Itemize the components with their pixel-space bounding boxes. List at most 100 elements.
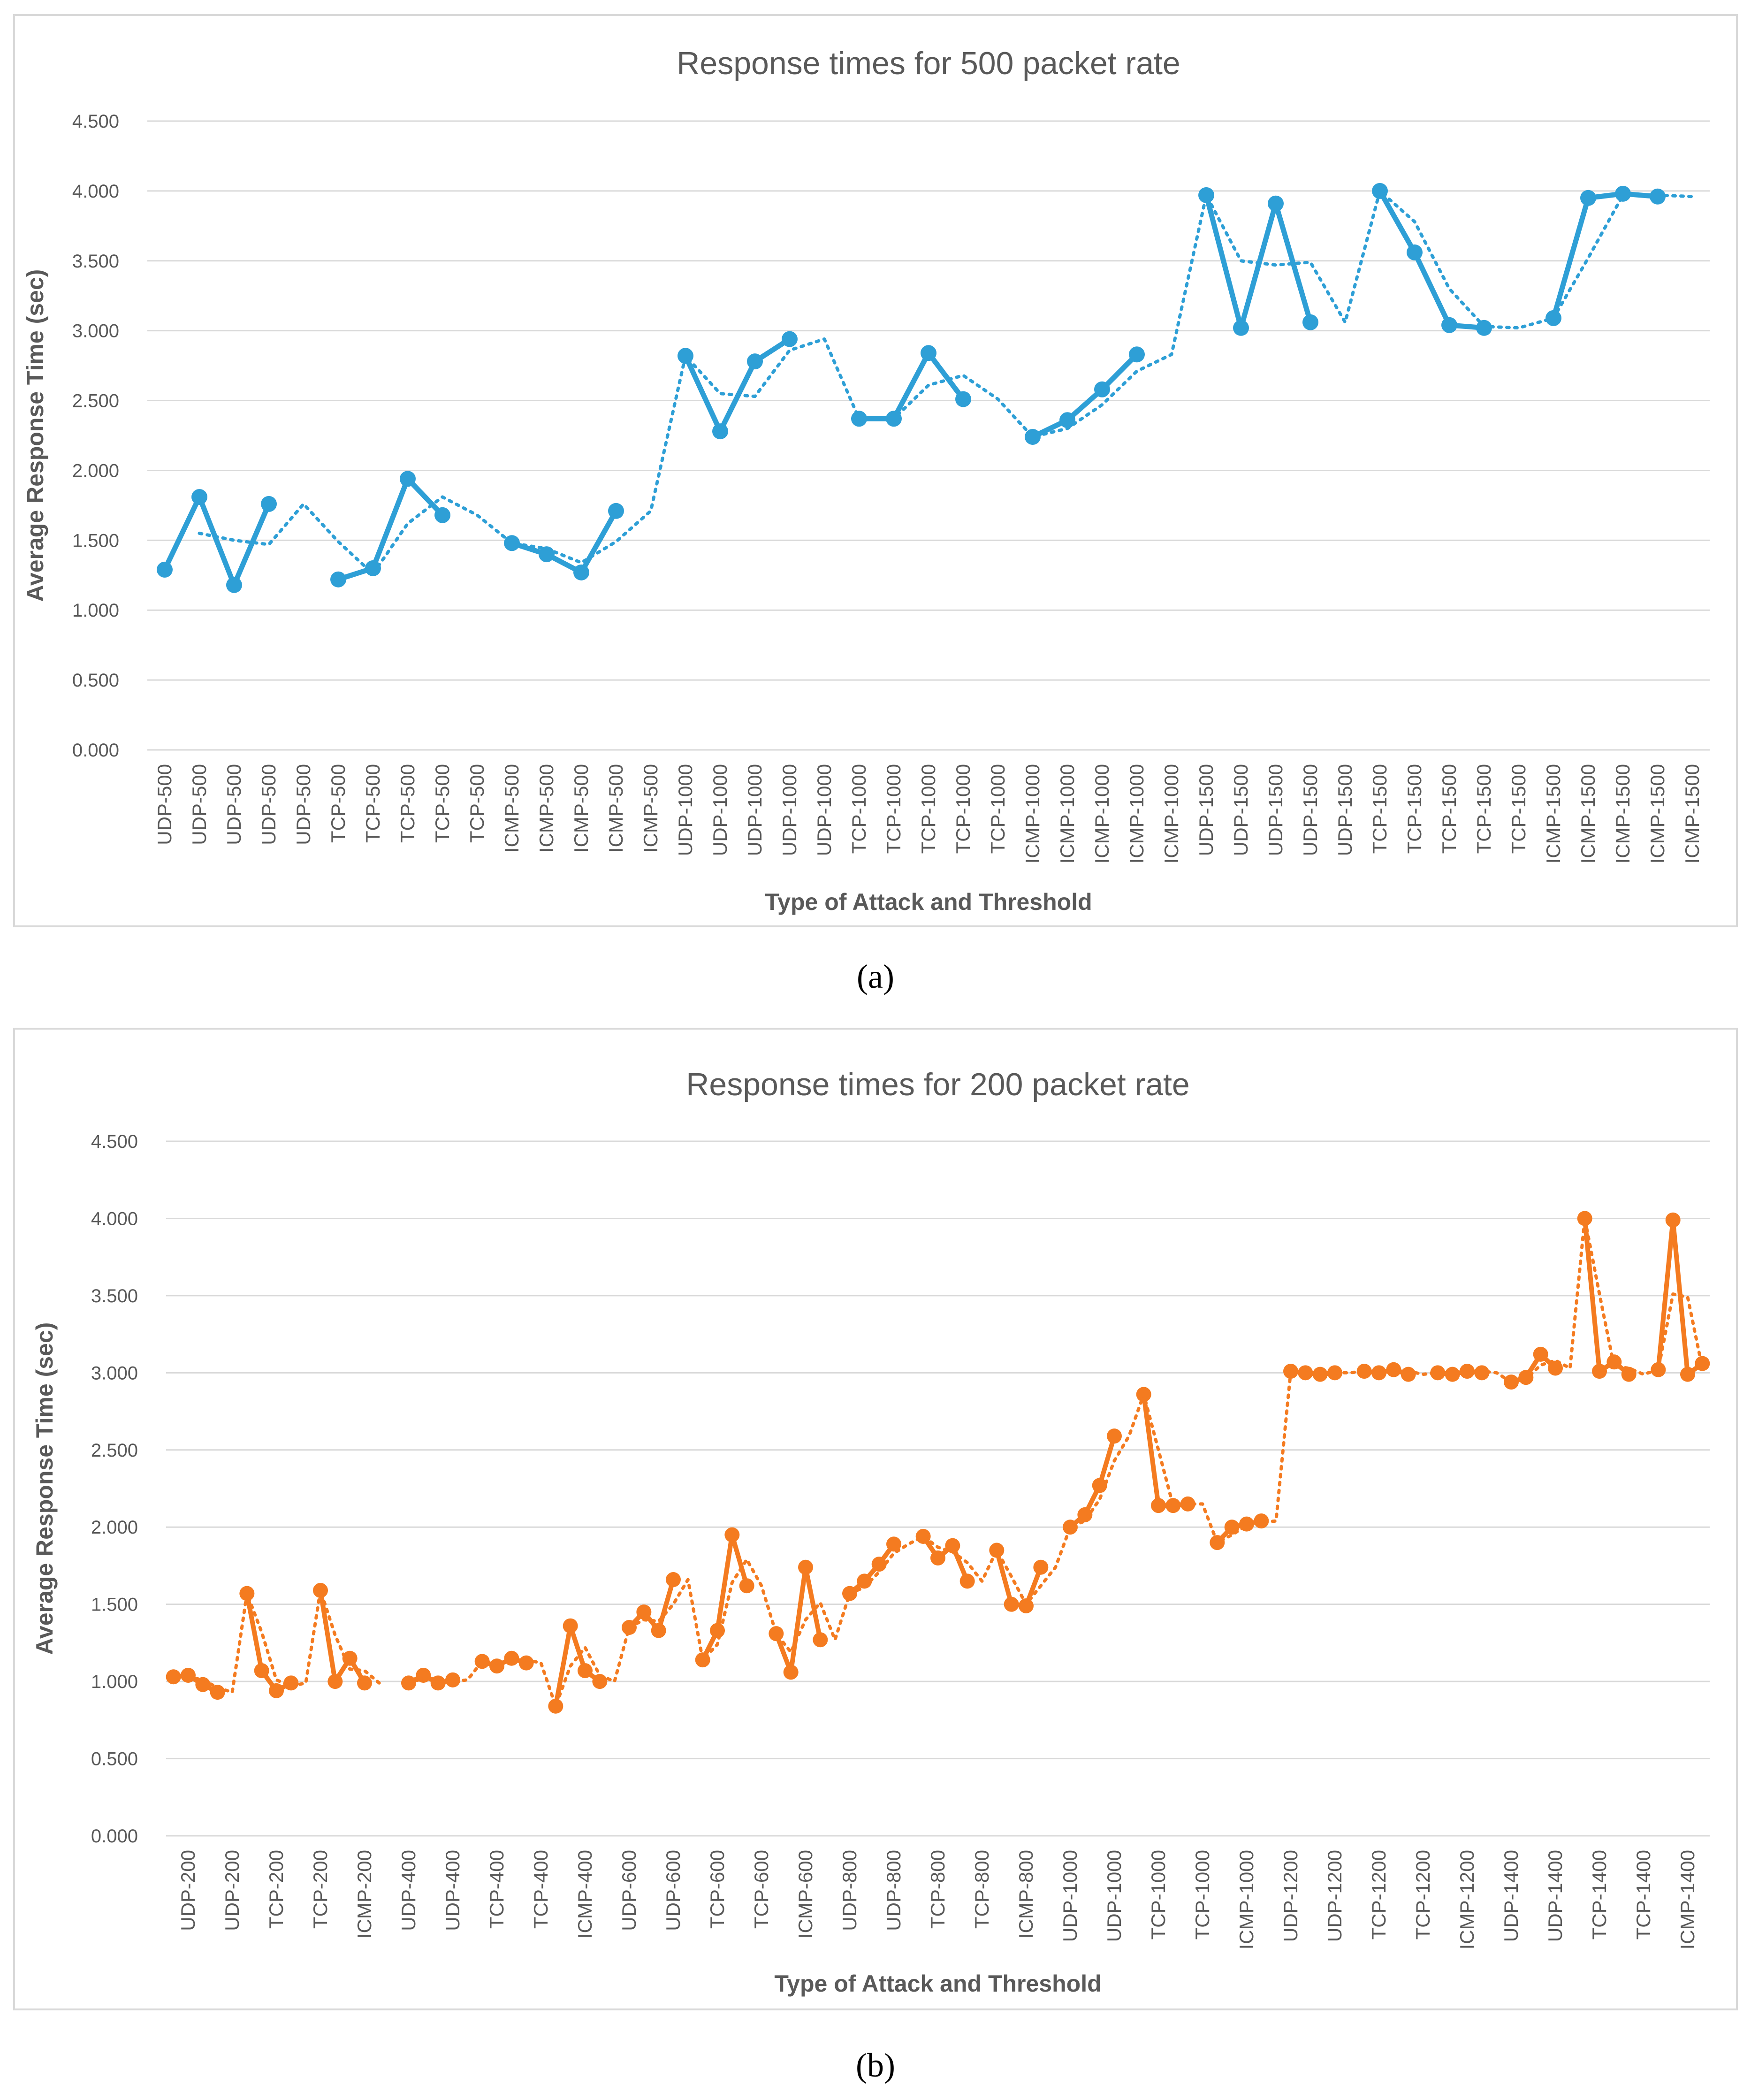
chart-a-x-tick-label: ICMP-1000: [1056, 764, 1078, 863]
caption-a: (a): [857, 958, 894, 995]
chart-a-data-point: [1094, 381, 1110, 397]
chart-a-data-point: [747, 353, 763, 370]
chart-b-data-point: [710, 1623, 725, 1638]
chart-b-x-tick-label: TCP-1200: [1368, 1850, 1390, 1940]
chart-b-data-point: [1356, 1364, 1372, 1379]
chart-a-x-tick-label: ICMP-1000: [1126, 764, 1148, 863]
chart-a-moving-average-line: [198, 189, 1694, 576]
chart-a-y-tick-label: 2.500: [72, 391, 119, 412]
chart-a-data-point: [1198, 187, 1214, 203]
chart-b-y-axis-label: Average Response Time (sec): [31, 1322, 58, 1655]
chart-a-data-point: [261, 496, 277, 512]
chart-b-response-time-line: [171, 1216, 1705, 1709]
chart-b-data-point: [1107, 1428, 1122, 1444]
chart-a-data-point: [365, 560, 381, 576]
chart-b-x-tick-label: UDP-800: [883, 1850, 905, 1931]
chart-b-data-point: [504, 1650, 519, 1666]
chart-a-data-point: [330, 571, 346, 588]
chart-b-data-point: [1533, 1346, 1548, 1362]
chart-a-x-tick-label: UDP-1000: [709, 764, 731, 856]
chart-b-x-tick-label: TCP-200: [265, 1850, 287, 1929]
chart-a-x-tick-label: ICMP-1500: [1612, 764, 1634, 863]
chart-a-x-tick-label: UDP-500: [153, 764, 175, 845]
chart-a-x-tick-label: UDP-1000: [674, 764, 696, 856]
chart-b-data-point: [1401, 1367, 1416, 1382]
chart-b-x-tick-label: UDP-400: [397, 1850, 419, 1931]
chart-a-data-point: [1615, 185, 1631, 202]
chart-a-x-tick-label: UDP-1500: [1264, 764, 1287, 856]
chart-b-x-tick-label: TCP-400: [530, 1850, 552, 1929]
chart-a-data-point: [1302, 314, 1318, 330]
chart-b-data-point: [1033, 1559, 1049, 1575]
chart-a-data-point: [157, 561, 173, 578]
chart-b-data-point: [1680, 1367, 1695, 1382]
chart-b-data-point: [1577, 1211, 1592, 1226]
chart-b-data-point: [959, 1573, 975, 1589]
chart-a-x-tick-label: UDP-500: [258, 764, 280, 845]
chart-b-data-point: [724, 1527, 740, 1543]
chart-a-data-point: [712, 423, 728, 440]
chart-a-x-tick-label: ICMP-500: [535, 764, 557, 853]
chart-b-data-point: [327, 1674, 343, 1689]
chart-b-x-tick-label: UDP-600: [662, 1850, 684, 1931]
chart-b-x-tick-label: UDP-1000: [1103, 1850, 1125, 1942]
chart-a-data-point: [400, 471, 416, 487]
chart-a-x-tick-label: UDP-1000: [744, 764, 766, 856]
chart-panel-b: Response times for 200 packet rate 0.000 0…: [13, 1028, 1738, 2010]
chart-b-data-point: [945, 1538, 960, 1553]
chart-a-x-tick-label: ICMP-1000: [1160, 764, 1182, 863]
chart-a-x-tick-label: TCP-1000: [848, 764, 870, 854]
chart-a-x-tick-label: TCP-1000: [917, 764, 939, 854]
chart-b-x-tick-label: TCP-1400: [1588, 1850, 1610, 1940]
chart-a-x-tick-label: ICMP-1500: [1542, 764, 1564, 863]
chart-a-x-tick-label: TCP-500: [362, 764, 384, 843]
chart-a-data-point: [782, 331, 798, 347]
chart-a-x-tick-label: UDP-1500: [1334, 764, 1356, 856]
chart-a-x-tick-label: TCP-500: [396, 764, 419, 843]
chart-a-data-point: [434, 507, 450, 523]
chart-a-x-tick-label: TCP-1500: [1369, 764, 1391, 854]
chart-b-data-point: [1445, 1367, 1460, 1382]
chart-a-x-tick-label: UDP-1000: [778, 764, 800, 856]
chart-b-x-tick-label: UDP-200: [177, 1850, 199, 1931]
chart-b-x-tick-label: UDP-800: [838, 1850, 860, 1931]
chart-b-data-point: [563, 1618, 578, 1634]
chart-b-x-tick-label: UDP-1200: [1324, 1850, 1346, 1942]
chart-b-x-tick-label: TCP-800: [927, 1850, 949, 1929]
chart-a-response-time-line: [162, 188, 1660, 588]
chart-a-x-tick-label: TCP-1000: [952, 764, 974, 854]
chart-a-x-tick-label: ICMP-1500: [1577, 764, 1599, 863]
chart-b-data-point: [930, 1550, 945, 1565]
chart-b-x-tick-label: TCP-400: [486, 1850, 508, 1929]
chart-b-y-tick-label: 0.500: [91, 1749, 138, 1770]
chart-b-data-point: [313, 1583, 328, 1598]
chart-b-title: Response times for 200 packet rate: [686, 1067, 1189, 1102]
chart-b-data-point: [783, 1665, 799, 1680]
chart-a-x-tick-label: TCP-1000: [987, 764, 1009, 854]
chart-b-y-tick-label: 0.000: [91, 1826, 138, 1847]
chart-a-x-tick-label: UDP-1500: [1230, 764, 1252, 856]
chart-a-x-tick-label: UDP-1000: [813, 764, 835, 856]
chart-a-data-point: [1441, 317, 1457, 333]
chart-b-y-tick-label: 3.000: [91, 1363, 138, 1383]
chart-a-x-tick-label: ICMP-1500: [1681, 764, 1703, 863]
chart-b-x-tick-label: TCP-200: [309, 1850, 331, 1929]
chart-a-y-tick-label: 4.500: [72, 111, 119, 132]
chart-b-x-tick-label: UDP-1200: [1279, 1850, 1302, 1942]
chart-b-x-tick-label: ICMP-800: [1015, 1850, 1037, 1939]
chart-a-x-tick-label: TCP-500: [327, 764, 349, 843]
chart-a-data-point: [1233, 320, 1249, 336]
chart-a-y-tick-label: 2.000: [72, 460, 119, 481]
chart-a-x-tick-label: ICMP-500: [639, 764, 662, 853]
chart-a-data-point: [1059, 412, 1075, 428]
chart-panel-a: Response times for 500 packet rate 0.000 0…: [13, 14, 1738, 927]
chart-a-x-tick-label: TCP-500: [466, 764, 488, 843]
chart-b-y-tick-label: 4.500: [91, 1131, 138, 1152]
chart-b-x-tick-label: UDP-400: [442, 1850, 464, 1931]
chart-a-x-tick-label: ICMP-500: [501, 764, 523, 853]
chart-b-y-tick-label: 1.500: [91, 1595, 138, 1615]
chart-b-data-point: [871, 1557, 887, 1572]
chart-a-data-point: [1268, 195, 1284, 212]
chart-b-y-tick-label: 4.000: [91, 1208, 138, 1229]
chart-b-data-point: [269, 1683, 284, 1698]
